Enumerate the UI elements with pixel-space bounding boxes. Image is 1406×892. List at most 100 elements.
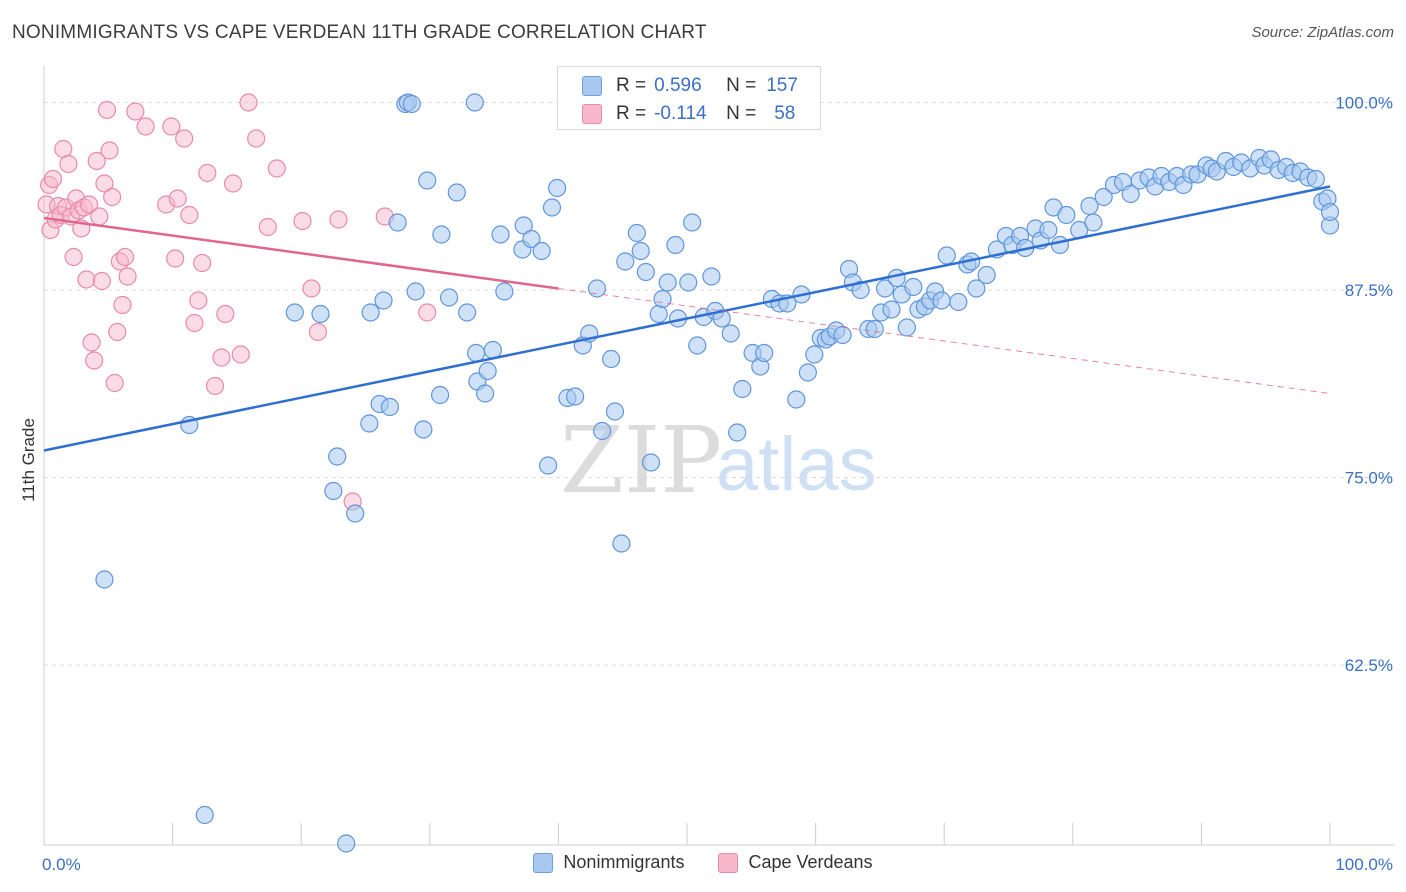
nonimmigrants-point — [465, 93, 484, 112]
chart-title: NONIMMIGRANTS VS CAPE VERDEAN 11TH GRADE… — [12, 22, 707, 43]
nonimmigrants-point — [360, 414, 379, 433]
cape-verdeans-point — [175, 129, 194, 148]
cape-verdeans-point — [103, 187, 122, 207]
legend-swatch-pink — [582, 104, 602, 124]
cape-verdeans-point — [247, 129, 266, 148]
nonimmigrants-point — [457, 303, 477, 322]
cape-verdeans-point — [168, 189, 187, 208]
nonimmigrants-point — [967, 279, 986, 298]
nonimmigrants-point — [388, 213, 407, 232]
cape-verdeans-point — [113, 295, 132, 315]
nonimmigrants-point — [627, 223, 646, 243]
legend-item-nonimmigrants[interactable]: Nonimmigrants — [533, 852, 684, 873]
nonimmigrants-point — [616, 252, 635, 271]
nonimmigrants-point — [882, 300, 901, 319]
cape-verdeans-point — [64, 247, 83, 267]
nonimmigrants-point — [721, 324, 740, 343]
nonimmigrants-point — [658, 273, 677, 292]
nonimmigrants-point — [666, 235, 685, 255]
nonimmigrants-point — [602, 349, 621, 369]
n-value-nonimmigrants: 157 — [766, 75, 798, 96]
nonimmigrants-point — [430, 385, 450, 405]
cape-verdeans-point — [212, 348, 231, 367]
watermark: ZIP atlas — [560, 407, 877, 514]
cape-verdeans-point — [92, 271, 111, 291]
nonimmigrants-point — [649, 304, 668, 324]
nonimmigrants-point — [539, 456, 558, 475]
cape-verdeans-point — [166, 249, 185, 268]
nonimmigrants-point — [432, 225, 451, 244]
stats-legend: R = 0.596 N = 157 R = -0.114 N = 58 — [557, 66, 821, 130]
legend-label-nonimmigrants: Nonimmigrants — [563, 852, 685, 872]
r-value-nonimmigrants: 0.596 — [654, 75, 702, 96]
nonimmigrants-point — [1306, 169, 1325, 189]
nonimmigrants-point — [406, 282, 425, 301]
nonimmigrants-point — [495, 282, 514, 301]
nonimmigrants-point — [865, 319, 884, 339]
nonimmigrants-point — [195, 805, 214, 825]
cape-verdeans-point — [308, 322, 328, 342]
cape-verdeans-point — [136, 117, 155, 136]
cape-verdeans-point — [90, 207, 109, 226]
nonimmigrants-point — [1039, 220, 1058, 240]
nonimmigrants-point — [418, 171, 437, 190]
watermark-zip: ZIP — [560, 407, 722, 514]
nonimmigrants-point — [324, 481, 343, 501]
y-tick-label: 62.5% — [1345, 656, 1393, 675]
nonimmigrants-point — [475, 384, 495, 403]
cape-verdeans-point — [95, 174, 114, 193]
nonimmigrants-point — [1057, 205, 1076, 225]
cape-verdeans-point — [231, 345, 250, 364]
n-value-cape-verdeans: 58 — [774, 103, 796, 124]
nonimmigrants-point — [712, 309, 731, 328]
cape-verdeans-trend-line — [43, 216, 559, 290]
cape-verdeans-point — [198, 163, 217, 183]
nonimmigrants-point — [787, 390, 806, 409]
cape-verdeans-point — [97, 100, 117, 120]
nonimmigrants-point — [631, 241, 650, 261]
cape-verdeans-point — [293, 211, 312, 231]
nonimmigrants-point — [566, 387, 585, 406]
legend-swatch-blue — [582, 76, 602, 96]
nonimmigrants-point — [328, 447, 347, 466]
nonimmigrants-point — [439, 288, 459, 307]
nonimmigrants-point — [491, 225, 510, 244]
nonimmigrants-point — [897, 318, 917, 337]
n-label: N = — [726, 75, 757, 96]
nonimmigrants-point — [548, 178, 567, 198]
nonimmigrants-point — [414, 420, 433, 439]
nonimmigrants-point — [612, 534, 631, 553]
cape-verdeans-point — [302, 279, 321, 298]
nonimmigrants-point — [522, 229, 541, 249]
legend-label-cape-verdeans: Cape Verdeans — [748, 852, 873, 872]
legend-item-cape-verdeans[interactable]: Cape Verdeans — [718, 852, 873, 873]
legend-swatch-pink — [718, 852, 739, 873]
trend-lines — [43, 185, 1331, 452]
source-label: Source: ZipAtlas.com — [1251, 24, 1394, 41]
nonimmigrants-point — [733, 379, 752, 399]
nonimmigrants-point — [641, 453, 661, 472]
n-label: N = — [726, 103, 757, 124]
cape-verdeans-point — [180, 205, 199, 225]
cape-verdeans-point — [115, 247, 135, 267]
nonimmigrants-point — [728, 423, 747, 442]
nonimmigrants-point — [1094, 187, 1113, 207]
nonimmigrants-point — [1121, 184, 1140, 204]
nonimmigrants-point — [755, 343, 774, 363]
cape-verdeans-point — [189, 291, 208, 310]
cape-verdeans-point — [193, 253, 212, 273]
cape-verdeans-point — [329, 210, 348, 229]
nonimmigrants-points — [95, 93, 1340, 853]
nonimmigrants-point — [875, 279, 895, 298]
y-tick-label: 75.0% — [1345, 469, 1393, 488]
cape-verdeans-point — [105, 373, 124, 393]
nonimmigrants-point — [1084, 213, 1103, 232]
nonimmigrants-point — [374, 291, 393, 310]
nonimmigrants-point — [683, 213, 702, 232]
cape-verdeans-point — [77, 270, 96, 289]
nonimmigrants-point — [532, 241, 551, 261]
nonimmigrants-point — [95, 570, 114, 589]
cape-verdeans-point — [216, 304, 235, 324]
nonimmigrants-point — [361, 303, 380, 322]
